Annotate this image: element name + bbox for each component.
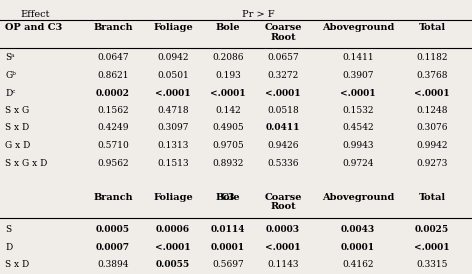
Text: S x G: S x G [5,106,29,115]
Text: 0.1143: 0.1143 [267,260,299,269]
Text: 0.3076: 0.3076 [416,124,448,133]
Text: <.0001: <.0001 [265,242,301,252]
Text: 0.9724: 0.9724 [342,158,374,167]
Text: <.0001: <.0001 [414,242,450,252]
Text: <.0001: <.0001 [340,89,376,98]
Text: 0.8621: 0.8621 [97,71,129,80]
Text: 0.0025: 0.0025 [415,225,449,234]
Text: <.0001: <.0001 [155,89,191,98]
Text: 0.0001: 0.0001 [211,242,245,252]
Text: 0.9942: 0.9942 [416,141,448,150]
Text: 0.0501: 0.0501 [157,71,189,80]
Text: <.0001: <.0001 [155,242,191,252]
Text: 0.0002: 0.0002 [96,89,130,98]
Text: 0.0657: 0.0657 [267,53,299,62]
Text: S: S [5,225,11,234]
Text: 0.3097: 0.3097 [157,124,189,133]
Text: Foliage: Foliage [153,193,193,201]
Text: 0.193: 0.193 [215,71,241,80]
Text: Total: Total [419,23,446,32]
Text: S x G x D: S x G x D [5,158,47,167]
Text: Coarse
Root: Coarse Root [264,23,302,42]
Text: 0.3907: 0.3907 [342,71,374,80]
Text: 0.3272: 0.3272 [267,71,299,80]
Text: 0.142: 0.142 [215,106,241,115]
Text: 0.0006: 0.0006 [156,225,190,234]
Text: 0.0005: 0.0005 [96,225,130,234]
Text: 0.1513: 0.1513 [157,158,189,167]
Text: Coarse
Root: Coarse Root [264,193,302,211]
Text: 0.0411: 0.0411 [266,124,300,133]
Text: C3: C3 [221,193,235,201]
Text: Pr > F: Pr > F [242,10,274,19]
Text: 0.9562: 0.9562 [97,158,129,167]
Text: S x D: S x D [5,260,29,269]
Text: Bole: Bole [216,23,240,32]
Text: 0.3315: 0.3315 [416,260,448,269]
Text: Aboveground: Aboveground [322,193,394,201]
Text: 0.4249: 0.4249 [97,124,129,133]
Text: Dᶜ: Dᶜ [5,89,16,98]
Text: Branch: Branch [93,193,133,201]
Text: Branch: Branch [93,23,133,32]
Text: Effect: Effect [20,10,50,19]
Text: S x D: S x D [5,124,29,133]
Text: 0.3768: 0.3768 [416,71,448,80]
Text: 0.1411: 0.1411 [342,53,374,62]
Text: 0.4542: 0.4542 [342,124,374,133]
Text: 0.3894: 0.3894 [97,260,129,269]
Text: Gᵇ: Gᵇ [5,71,16,80]
Text: D: D [5,242,12,252]
Text: 0.9273: 0.9273 [416,158,447,167]
Text: 0.5336: 0.5336 [267,158,299,167]
Text: 0.0055: 0.0055 [156,260,190,269]
Text: 0.4718: 0.4718 [157,106,189,115]
Text: 0.8932: 0.8932 [212,158,244,167]
Text: Bole: Bole [216,193,240,201]
Text: 0.0647: 0.0647 [97,53,129,62]
Text: 0.4905: 0.4905 [212,124,244,133]
Text: 0.9705: 0.9705 [212,141,244,150]
Text: 0.1562: 0.1562 [97,106,129,115]
Text: 0.4162: 0.4162 [342,260,374,269]
Text: 0.1182: 0.1182 [416,53,448,62]
Text: 0.0003: 0.0003 [266,225,300,234]
Text: 0.0001: 0.0001 [341,242,375,252]
Text: Foliage: Foliage [153,23,193,32]
Text: 0.0518: 0.0518 [267,106,299,115]
Text: 0.0942: 0.0942 [157,53,189,62]
Text: 0.1313: 0.1313 [157,141,189,150]
Text: Aboveground: Aboveground [322,23,394,32]
Text: 0.0043: 0.0043 [341,225,375,234]
Text: <.0001: <.0001 [265,89,301,98]
Text: Sᵃ: Sᵃ [5,53,15,62]
Text: 0.1248: 0.1248 [416,106,448,115]
Text: 0.1532: 0.1532 [342,106,374,115]
Text: 0.2086: 0.2086 [212,53,244,62]
Text: 0.9943: 0.9943 [342,141,374,150]
Text: 0.9426: 0.9426 [267,141,299,150]
Text: 0.0114: 0.0114 [211,225,245,234]
Text: 0.5710: 0.5710 [97,141,129,150]
Text: G x D: G x D [5,141,30,150]
Text: <.0001: <.0001 [414,89,450,98]
Text: 0.5697: 0.5697 [212,260,244,269]
Text: OP and C3: OP and C3 [5,23,62,32]
Text: Total: Total [419,193,446,201]
Text: 0.0007: 0.0007 [96,242,130,252]
Text: <.0001: <.0001 [210,89,246,98]
